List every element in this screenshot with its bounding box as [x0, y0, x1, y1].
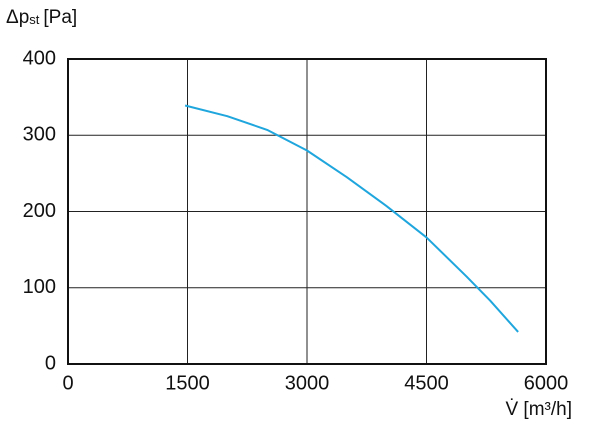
y-label-unit: [Pa]: [43, 7, 77, 28]
y-axis-label: Δpst [Pa]: [6, 7, 77, 28]
y-tick-label: 0: [45, 352, 56, 374]
x-tick-label: 1500: [165, 372, 210, 394]
fan-curve: [184, 104, 519, 333]
plot-frame: [67, 58, 547, 365]
y-label-symbol: Δp: [6, 7, 29, 28]
y-tick-label: 100: [23, 276, 56, 298]
y-tick-label: 200: [23, 200, 56, 222]
y-label-subscript: st: [29, 12, 40, 27]
x-tick-label: 0: [62, 372, 73, 394]
x-axis-label: V̇ [m³/h]: [505, 399, 572, 420]
y-tick-label: 300: [23, 124, 56, 146]
x-tick-label: 4500: [404, 372, 449, 394]
x-tick-label: 6000: [524, 372, 569, 394]
y-tick-label: 400: [23, 47, 56, 69]
x-tick-label: 3000: [285, 372, 330, 394]
